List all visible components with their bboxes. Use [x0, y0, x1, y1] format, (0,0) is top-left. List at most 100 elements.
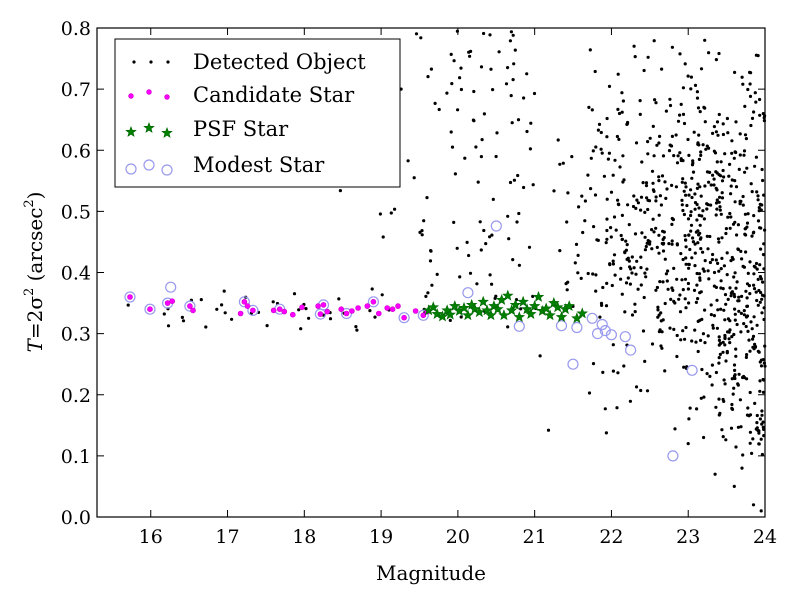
detected-object-point	[748, 260, 752, 264]
detected-object-point	[566, 280, 570, 284]
detected-object-point	[730, 151, 734, 155]
modest-star-point	[667, 450, 679, 462]
detected-object-point	[650, 247, 654, 251]
detected-object-point	[696, 297, 700, 301]
detected-object-point	[656, 308, 660, 312]
detected-object-point	[522, 185, 526, 190]
detected-object-point	[753, 345, 758, 349]
detected-object-point	[622, 364, 626, 368]
detected-object-point	[583, 199, 588, 203]
y-tick-label: 0.2	[61, 385, 91, 407]
detected-object-point	[703, 341, 707, 345]
detected-object-point	[757, 431, 761, 435]
detected-object-point	[634, 141, 639, 145]
detected-object-point	[522, 96, 526, 100]
detected-object-point	[519, 307, 523, 311]
detected-object-point	[713, 151, 718, 155]
psf-star-point	[509, 298, 522, 310]
detected-object-point	[686, 287, 691, 291]
detected-object-point	[629, 267, 633, 271]
detected-object-point	[687, 417, 691, 421]
detected-object-point	[723, 335, 727, 340]
detected-object-point	[638, 112, 642, 116]
detected-object-point	[717, 200, 721, 204]
detected-object-point	[478, 220, 482, 224]
detected-object-point	[215, 307, 219, 311]
detected-object-point	[726, 297, 730, 301]
detected-object-point	[716, 237, 721, 241]
detected-object-point	[749, 123, 753, 128]
detected-object-point	[703, 184, 707, 188]
detected-object-point	[494, 154, 498, 159]
detected-object-point	[465, 240, 469, 244]
detected-object-point	[721, 435, 725, 439]
detected-object-point	[495, 131, 499, 135]
candidate-star-point	[164, 300, 171, 306]
detected-object-point	[660, 346, 664, 350]
detected-object-point	[698, 276, 702, 280]
detected-object-point	[732, 156, 736, 160]
detected-object-point	[663, 180, 667, 184]
candidate-star-point	[364, 303, 371, 309]
detected-object-point	[645, 196, 649, 200]
detected-object-point	[740, 75, 744, 79]
detected-object-point	[695, 407, 699, 411]
detected-object-point	[420, 233, 424, 237]
detected-object-point	[742, 313, 747, 317]
detected-object-point	[525, 72, 529, 76]
detected-object-point	[733, 307, 737, 311]
detected-object-point	[699, 247, 703, 251]
detected-object-point	[645, 389, 650, 393]
candidate-star-point	[299, 304, 305, 311]
psf-star-point	[477, 295, 489, 307]
detected-object-point	[603, 407, 607, 411]
detected-object-point	[718, 352, 723, 356]
detected-object-point	[752, 214, 756, 218]
detected-object-point	[718, 195, 722, 199]
modest-star-point	[586, 312, 598, 324]
detected-object-point	[659, 203, 664, 207]
candidate-star-point	[237, 310, 244, 317]
detected-object-point	[474, 145, 478, 149]
detected-object-point	[718, 205, 722, 209]
detected-object-point	[425, 196, 429, 200]
detected-object-point	[565, 288, 569, 292]
detected-object-point	[614, 228, 618, 232]
detected-object-point	[670, 286, 674, 290]
detected-object-point	[730, 139, 734, 143]
detected-object-point	[701, 250, 705, 254]
detected-object-point	[647, 199, 652, 203]
detected-object-point	[704, 147, 708, 151]
detected-object-point	[695, 202, 699, 207]
detected-object-point	[538, 354, 542, 358]
detected-object-point	[180, 315, 184, 319]
detected-object-point	[412, 176, 416, 180]
psf-star-point	[492, 303, 504, 315]
detected-object-point	[463, 156, 467, 160]
detected-object-point	[732, 363, 737, 367]
modest-star-point	[398, 312, 410, 324]
detected-object-point	[490, 233, 494, 237]
detected-object-point	[657, 313, 661, 317]
detected-object-point	[670, 45, 675, 49]
detected-object-point	[581, 230, 585, 235]
candidate-star-point	[276, 306, 283, 313]
modest-star-point	[462, 287, 474, 299]
detected-object-point	[684, 256, 688, 260]
detected-object-point	[686, 74, 690, 78]
detected-object-point	[506, 325, 510, 329]
detected-object-point	[651, 188, 656, 192]
detected-object-point	[733, 220, 737, 224]
detected-object-point	[635, 198, 639, 202]
y-label-unit-exponent: 2	[22, 199, 37, 207]
detected-object-point	[691, 159, 695, 163]
detected-object-point	[682, 189, 686, 193]
detected-object-point	[699, 150, 703, 154]
detected-object-point	[721, 132, 726, 137]
detected-object-point	[370, 287, 374, 291]
detected-object-point	[644, 275, 648, 279]
detected-object-point	[650, 169, 655, 173]
detected-object-point	[657, 233, 661, 237]
detected-object-point	[675, 242, 679, 246]
detected-object-point	[616, 72, 620, 76]
